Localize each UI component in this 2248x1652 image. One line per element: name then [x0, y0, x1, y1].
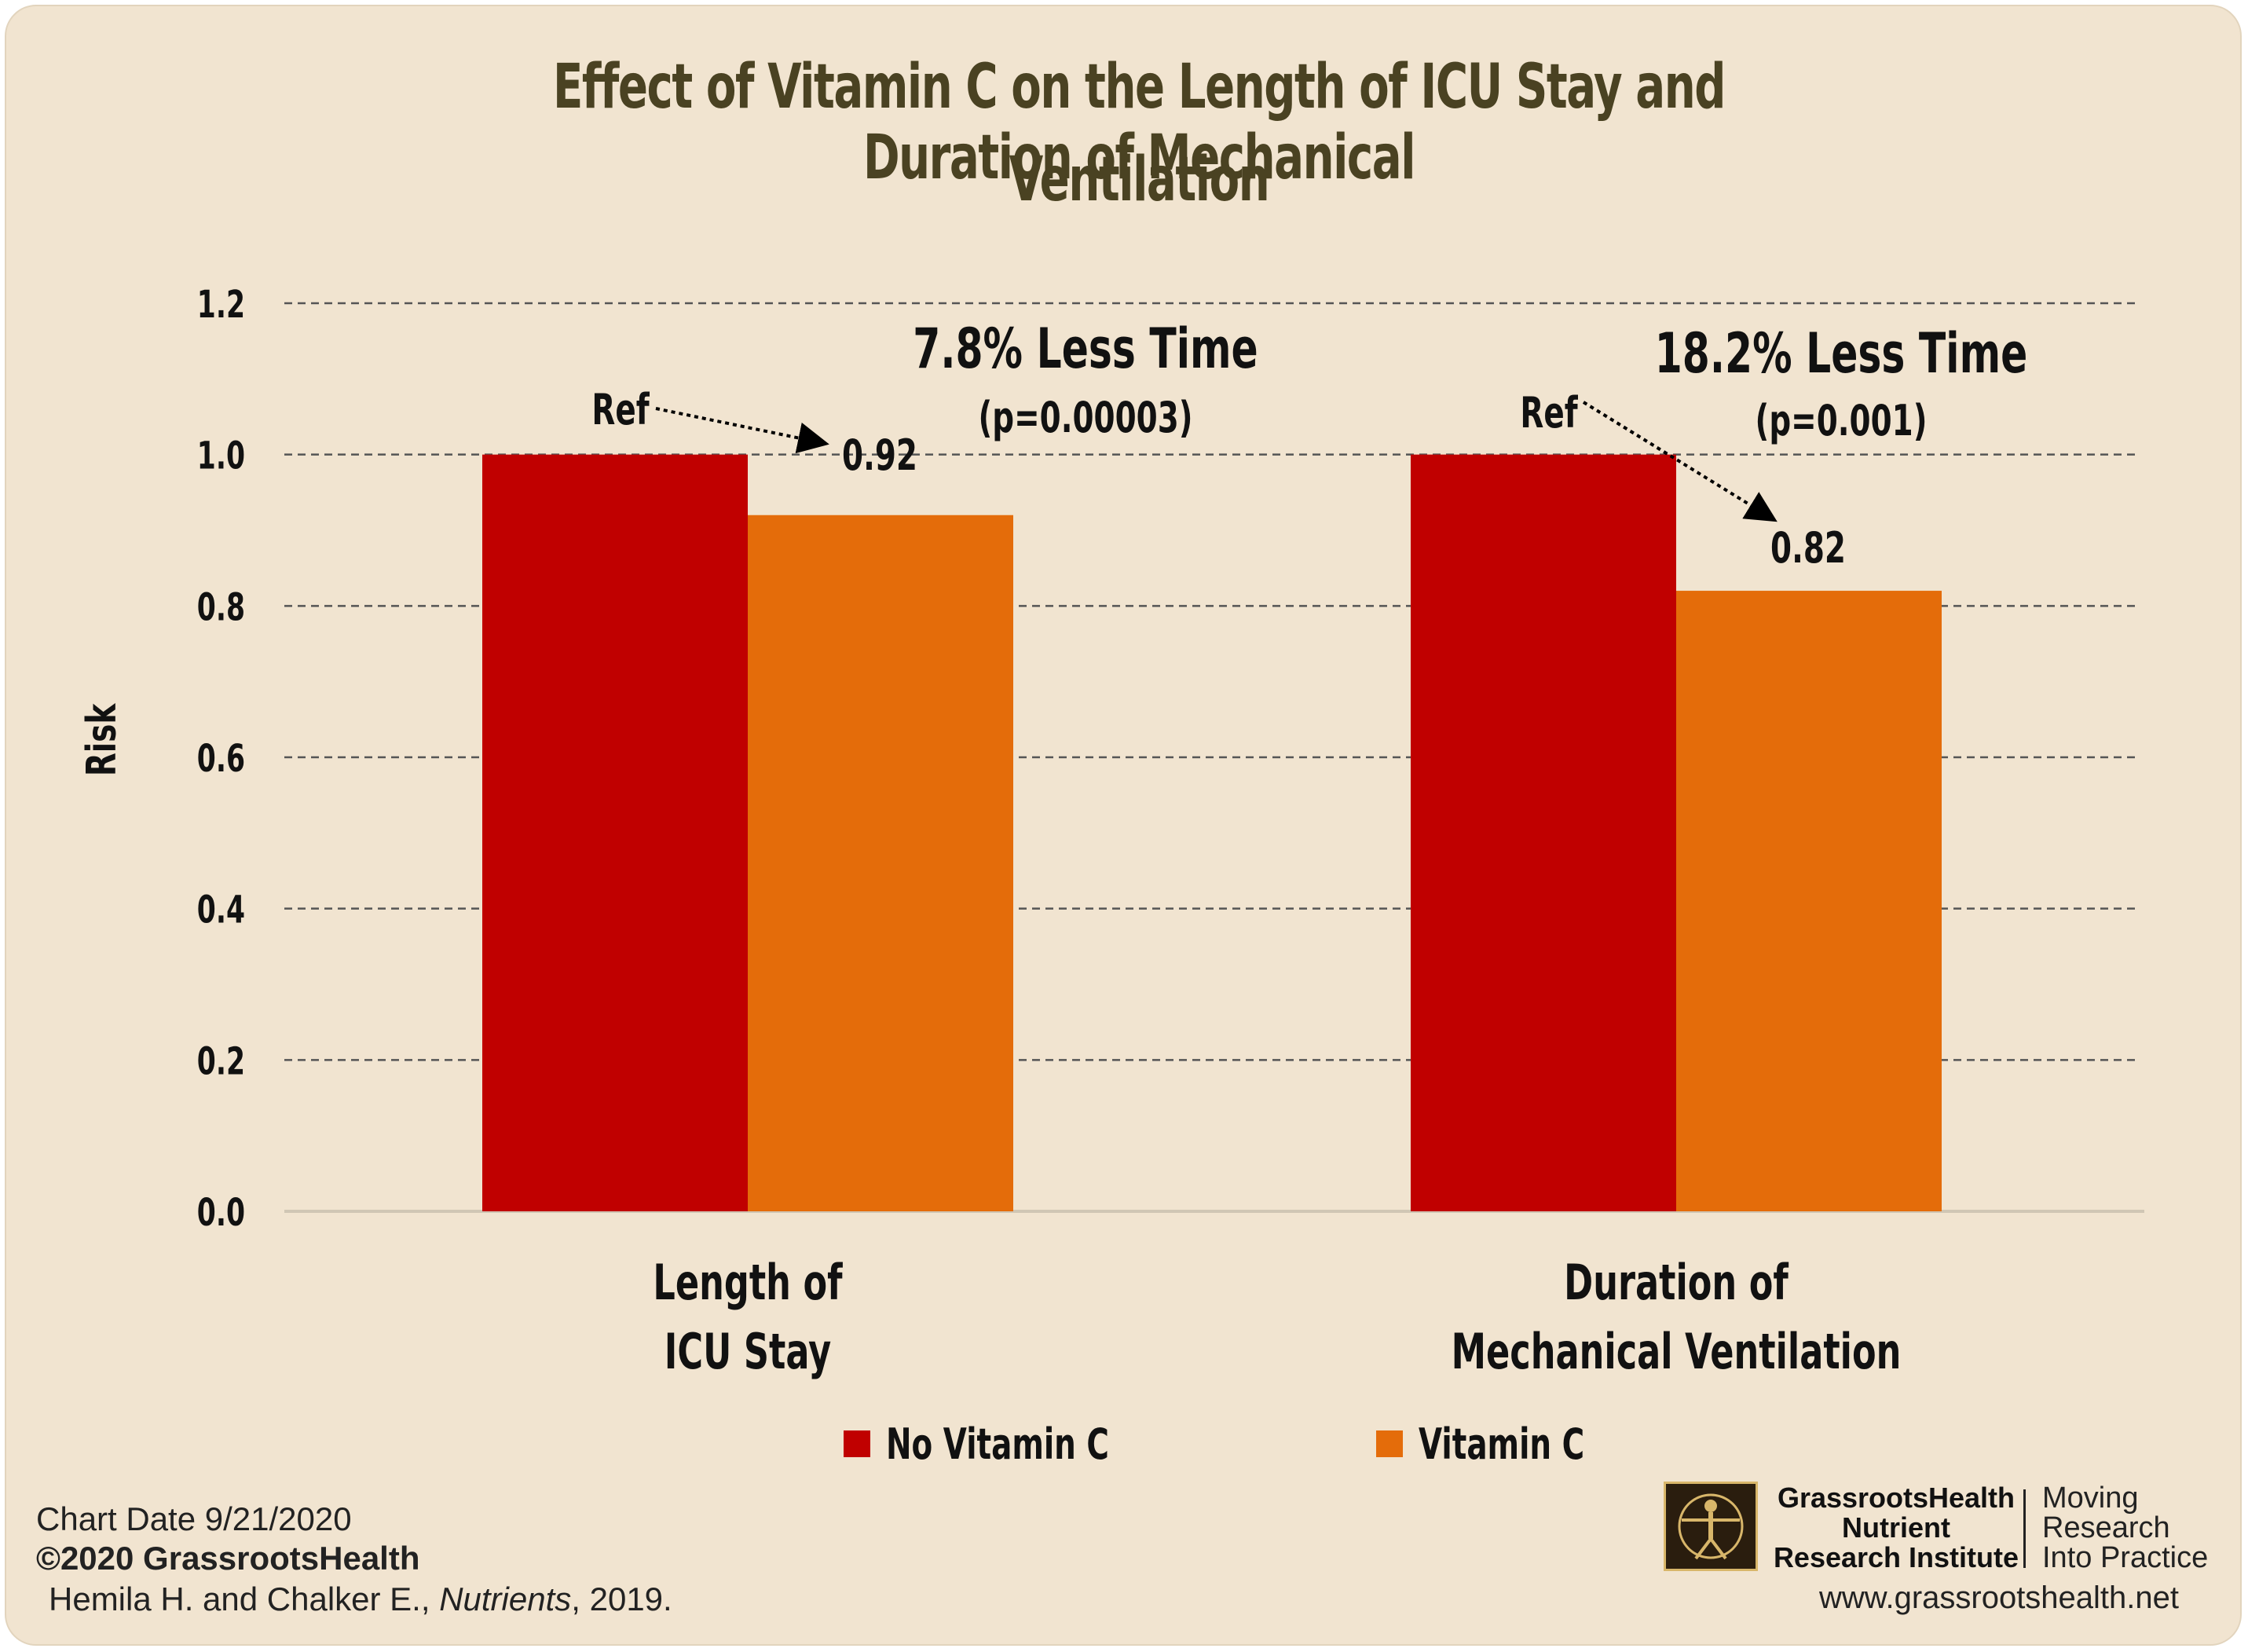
citation: Hemila H. and Chalker E., Nutrients, 201… [49, 1581, 672, 1618]
x-category-label-0-1: ICU Stay [665, 1324, 831, 1380]
y-tick-label-0.4: 0.4 [197, 888, 245, 932]
citation-year: , 2019. [571, 1581, 672, 1617]
bar-0-0 [482, 454, 748, 1211]
x-category-label-1-0: Duration of [1564, 1255, 1789, 1311]
org-name-line-3: Research Institute [1773, 1541, 2019, 1573]
bar-0-1 [1411, 454, 1676, 1211]
annotation-headline-1: 18.2% Less Time [1655, 322, 2028, 386]
legend-swatch-no-vitamin-c [844, 1430, 870, 1457]
x-category-label-1-1: Mechanical Ventilation [1452, 1324, 1902, 1380]
data-label-ref-1: Ref [1520, 389, 1578, 438]
y-tick-label-0.6: 0.6 [197, 736, 245, 780]
website-link[interactable]: www.grassrootshealth.net [1819, 1581, 2180, 1615]
legend-item-no-vitamin-c: No Vitamin C [844, 1419, 1195, 1469]
annotation-pvalue-0: (p=0.00003) [978, 394, 1192, 443]
annotation-pvalue-1: (p=0.001) [1756, 397, 1928, 446]
tagline-line-3: Into Practice [2042, 1541, 2209, 1574]
legend-label-no-vitamin-c: No Vitamin C [886, 1419, 1109, 1469]
logo-divider [2023, 1489, 2026, 1568]
y-tick-label-0.8: 0.8 [197, 585, 245, 629]
y-tick-label-1.0: 1.0 [197, 434, 245, 478]
legend-item-vitamin-c: Vitamin C [1376, 1419, 1649, 1469]
copyright: ©2020 GrassrootsHealth [36, 1540, 420, 1577]
chart-title-line-2: Ventilation [1009, 145, 1270, 215]
data-label-value-0: 0.92 [842, 431, 917, 481]
annotation-headline-0: 7.8% Less Time [913, 317, 1258, 381]
citation-journal: Nutrients [439, 1581, 572, 1617]
vitruvian-logo-icon [1664, 1482, 1758, 1571]
bar-1-0 [748, 515, 1013, 1211]
citation-authors: Hemila H. and Chalker E., [49, 1581, 440, 1617]
y-tick-label-1.2: 1.2 [197, 282, 245, 326]
x-category-label-0-0: Length of [653, 1255, 843, 1311]
bar-1-1 [1676, 591, 1942, 1211]
dotted-arrow-0 [655, 407, 829, 454]
legend-swatch-vitamin-c [1376, 1430, 1403, 1457]
org-name-line-1: GrassrootsHealth [1777, 1482, 2016, 1514]
org-name-line-2: Nutrient [1842, 1511, 1950, 1544]
chart-date: Chart Date 9/21/2020 [36, 1500, 352, 1537]
y-tick-label-0.0: 0.0 [197, 1190, 245, 1234]
tagline-line-2: Research [2042, 1511, 2170, 1544]
tagline-line-1: Moving [2042, 1482, 2139, 1515]
legend-label-vitamin-c: Vitamin C [1419, 1419, 1585, 1469]
dotted-arrow-1 [1582, 401, 1778, 522]
y-tick-label-0.2: 0.2 [197, 1039, 245, 1083]
chart-title-line-1: Effect of Vitamin C on the Length of ICU… [552, 52, 1726, 193]
data-label-ref-0: Ref [591, 386, 650, 435]
data-label-value-1: 0.82 [1770, 524, 1846, 573]
